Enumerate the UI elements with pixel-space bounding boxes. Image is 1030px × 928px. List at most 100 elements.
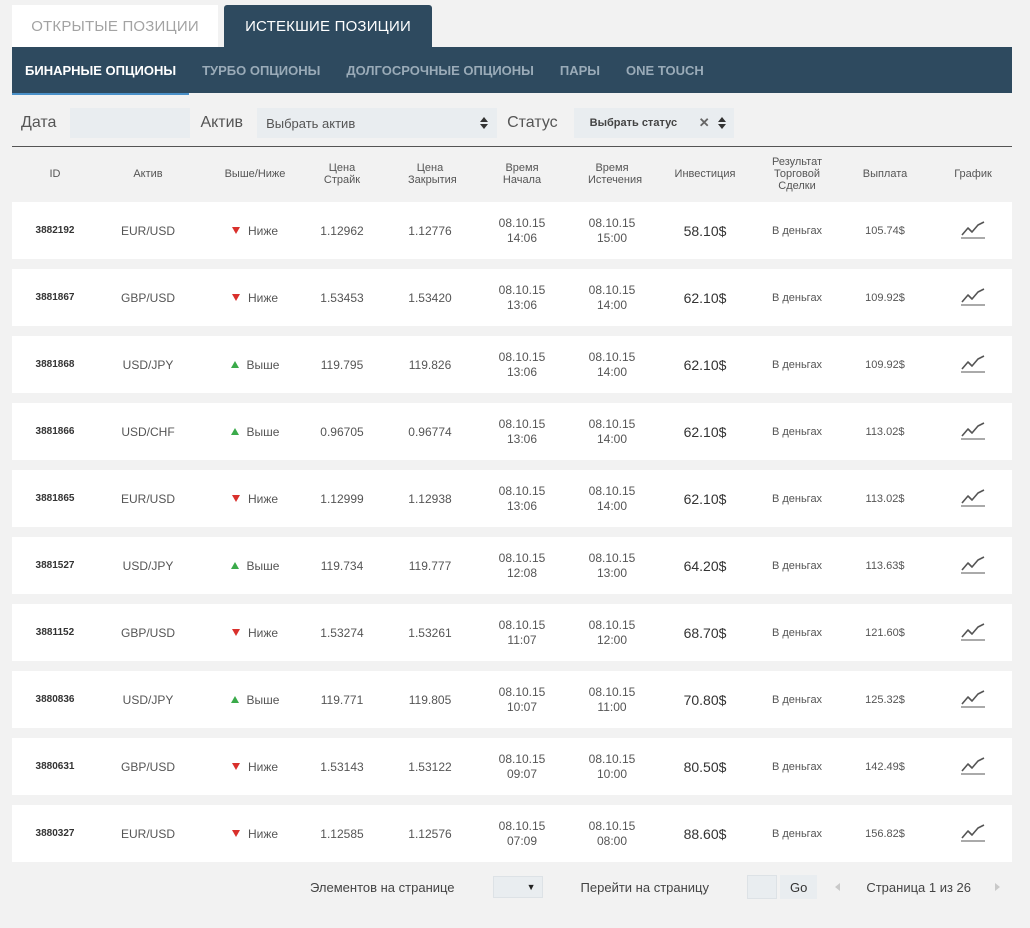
position-id: 3881527 — [35, 560, 75, 571]
expiry-time: 14:00 — [596, 498, 628, 513]
asset-name: EUR/USD — [120, 491, 175, 506]
expiry-date: 08.10.15 — [588, 684, 636, 699]
expiry-time: 08:00 — [596, 833, 628, 848]
prev-page-icon[interactable] — [835, 883, 841, 891]
asset-name: USD/JPY — [122, 357, 174, 372]
expiry-date: 08.10.15 — [588, 818, 636, 833]
tab-long-term-options[interactable]: ДОЛГОСРОЧНЫЕ ОПЦИОНЫ — [346, 62, 534, 78]
start-time-cell: 08.10.15 09:07 — [488, 752, 556, 782]
tab-open-positions[interactable]: ОТКРЫТЫЕ ПОЗИЦИИ — [12, 5, 218, 47]
arrow-up-icon — [230, 361, 239, 368]
column-header-result: Результат Торговой Сделки — [771, 156, 823, 192]
chart-icon[interactable] — [960, 554, 986, 574]
close-price: 1.53261 — [408, 625, 452, 640]
payout-amount: 113.02$ — [865, 492, 905, 505]
next-page-icon[interactable] — [995, 883, 1001, 891]
start-date: 08.10.15 — [498, 483, 546, 498]
asset-filter-select[interactable]: Выбрать актив — [257, 108, 498, 138]
start-time: 13:06 — [506, 364, 538, 379]
chart-icon[interactable] — [960, 219, 986, 239]
table-row: 3881527 USD/JPY Выше 119.734 119.777 08.10.15… — [12, 537, 1012, 594]
close-icon[interactable]: ✕ — [698, 115, 710, 130]
expiry-time-cell: 08.10.15 14:00 — [556, 484, 668, 514]
payout-amount: 121.60$ — [865, 626, 905, 639]
chart-icon[interactable] — [960, 487, 986, 507]
direction-label: Ниже — [247, 491, 279, 506]
asset-name: GBP/USD — [120, 625, 175, 640]
expiry-date: 08.10.15 — [588, 349, 636, 364]
column-header-investment: Инвестиция — [674, 168, 736, 180]
chart-icon[interactable] — [960, 688, 986, 708]
chart-cell — [918, 353, 1028, 376]
asset-name: GBP/USD — [120, 290, 175, 305]
chart-cell — [918, 822, 1028, 845]
chart-icon[interactable] — [960, 286, 986, 306]
positions-table-body: 3882192 EUR/USD Ниже 1.12962 1.12776 08.10.15… — [12, 202, 1012, 872]
strike-price: 1.53453 — [320, 290, 364, 305]
chart-icon[interactable] — [960, 621, 986, 641]
chart-cell — [918, 554, 1028, 577]
start-time-cell: 08.10.15 13:06 — [488, 283, 556, 313]
arrow-up-icon — [230, 428, 239, 435]
expiry-time: 11:00 — [597, 699, 627, 714]
arrow-down-icon — [231, 227, 240, 234]
tab-turbo-options[interactable]: ТУРБО ОПЦИОНЫ — [202, 62, 321, 78]
tab-pairs[interactable]: ПАРЫ — [559, 62, 601, 78]
expiry-date: 08.10.15 — [588, 416, 636, 431]
asset-select-value: Выбрать актив — [266, 115, 356, 131]
table-divider — [12, 146, 1012, 147]
investment-amount: 68.70$ — [683, 624, 727, 641]
expiry-date: 08.10.15 — [588, 550, 636, 565]
strike-price: 119.734 — [320, 558, 364, 573]
status-filter-select[interactable]: Выбрать статус ✕ — [573, 108, 734, 138]
go-button[interactable]: Go — [780, 875, 818, 899]
strike-price: 119.771 — [320, 692, 364, 707]
chart-cell — [918, 286, 1028, 309]
trade-result: В деньгах — [771, 224, 823, 237]
investment-amount: 58.10$ — [683, 222, 727, 239]
start-time: 13:06 — [506, 431, 538, 446]
expiry-time-cell: 08.10.15 15:00 — [556, 216, 668, 246]
column-header-start: Время Начала — [502, 162, 542, 186]
table-header: ID Актив Выше/Ниже Цена Страйк Цена Закр… — [12, 150, 1012, 198]
expiry-time: 14:00 — [596, 364, 628, 379]
status-filter-label: Статус — [507, 114, 558, 131]
column-header-expiry: Время Истечения — [588, 162, 643, 186]
chart-icon[interactable] — [960, 420, 986, 440]
start-time: 13:06 — [506, 498, 538, 513]
close-price: 119.826 — [408, 357, 452, 372]
direction-cell: Ниже — [198, 827, 312, 841]
position-id: 3880836 — [35, 694, 75, 705]
start-time-cell: 08.10.15 10:07 — [488, 685, 556, 715]
tab-binary-options[interactable]: БИНАРНЫЕ ОПЦИОНЫ — [12, 47, 190, 95]
trade-result: В деньгах — [771, 827, 823, 840]
select-arrows-icon — [717, 117, 726, 129]
chart-icon[interactable] — [960, 755, 986, 775]
chart-cell — [918, 487, 1028, 510]
expiry-date: 08.10.15 — [588, 483, 636, 498]
tab-one-touch[interactable]: ONE TOUCH — [626, 62, 704, 78]
goto-page-input[interactable] — [747, 875, 777, 899]
expiry-time: 13:00 — [596, 565, 628, 580]
chart-icon[interactable] — [960, 353, 986, 373]
investment-amount: 62.10$ — [683, 356, 727, 373]
strike-price: 1.12999 — [320, 491, 364, 506]
expiry-time: 12:00 — [596, 632, 628, 647]
table-row: 3880327 EUR/USD Ниже 1.12585 1.12576 08.10.15… — [12, 805, 1012, 862]
per-page-select[interactable]: ▼ — [492, 876, 543, 898]
table-row: 3881868 USD/JPY Выше 119.795 119.826 08.10.15… — [12, 336, 1012, 393]
direction-cell: Ниже — [198, 492, 312, 506]
select-arrows-icon — [480, 117, 489, 129]
tab-expired-positions[interactable]: ИСТЕКШИЕ ПОЗИЦИИ — [224, 5, 432, 47]
date-filter-input[interactable] — [70, 108, 191, 138]
position-tabs: ОТКРЫТЫЕ ПОЗИЦИИ ИСТЕКШИЕ ПОЗИЦИИ — [12, 5, 432, 47]
start-date: 08.10.15 — [498, 818, 546, 833]
chart-cell — [918, 420, 1028, 443]
chart-cell — [918, 621, 1028, 644]
position-id: 3880631 — [35, 761, 75, 772]
chart-icon[interactable] — [960, 822, 986, 842]
goto-page-label: Перейти на страницу — [580, 879, 709, 895]
expiry-time-cell: 08.10.15 14:00 — [556, 283, 668, 313]
investment-amount: 62.10$ — [683, 423, 727, 440]
expiry-time-cell: 08.10.15 13:00 — [556, 551, 668, 581]
